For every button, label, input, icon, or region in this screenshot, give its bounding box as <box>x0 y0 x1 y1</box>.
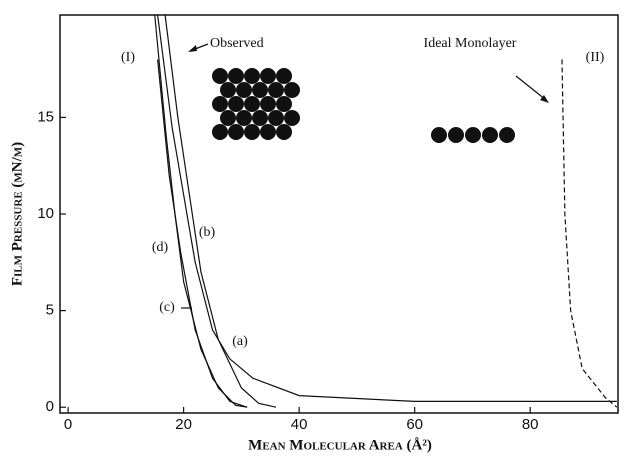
curve <box>157 59 248 408</box>
x-tick-label: 40 <box>291 416 308 433</box>
annotation: Ideal Monolayer <box>424 36 517 51</box>
x-axis-label: Mean Molecular Area (Å²) <box>248 437 432 453</box>
arrowhead <box>188 45 197 52</box>
y-tick-label: 15 <box>37 108 54 125</box>
curve-label: (c) <box>159 300 175 315</box>
curve <box>164 14 277 408</box>
arrow <box>515 75 547 101</box>
molecule-packing-icon <box>212 68 300 140</box>
curve-label: (II) <box>586 50 605 65</box>
y-tick-label: 10 <box>37 205 54 222</box>
curve <box>561 59 618 408</box>
y-axis-label: Film Pressure (mN/m) <box>9 142 25 286</box>
monolayer-icon <box>431 127 515 143</box>
curve-label: (a) <box>232 334 248 349</box>
x-tick-label: 80 <box>522 416 539 433</box>
x-tick-label: 0 <box>64 416 72 433</box>
y-tick-label: 5 <box>46 302 54 319</box>
x-tick-label: 60 <box>406 416 423 433</box>
annotation: (I) <box>121 50 135 65</box>
curve-label: (d) <box>152 240 169 255</box>
x-tick-label: 20 <box>175 416 192 433</box>
annotation: Observed <box>210 36 264 51</box>
plot-frame <box>59 14 619 414</box>
y-tick-label: 0 <box>46 398 54 415</box>
curve-label: (b) <box>199 225 216 240</box>
arrowhead <box>540 95 549 103</box>
